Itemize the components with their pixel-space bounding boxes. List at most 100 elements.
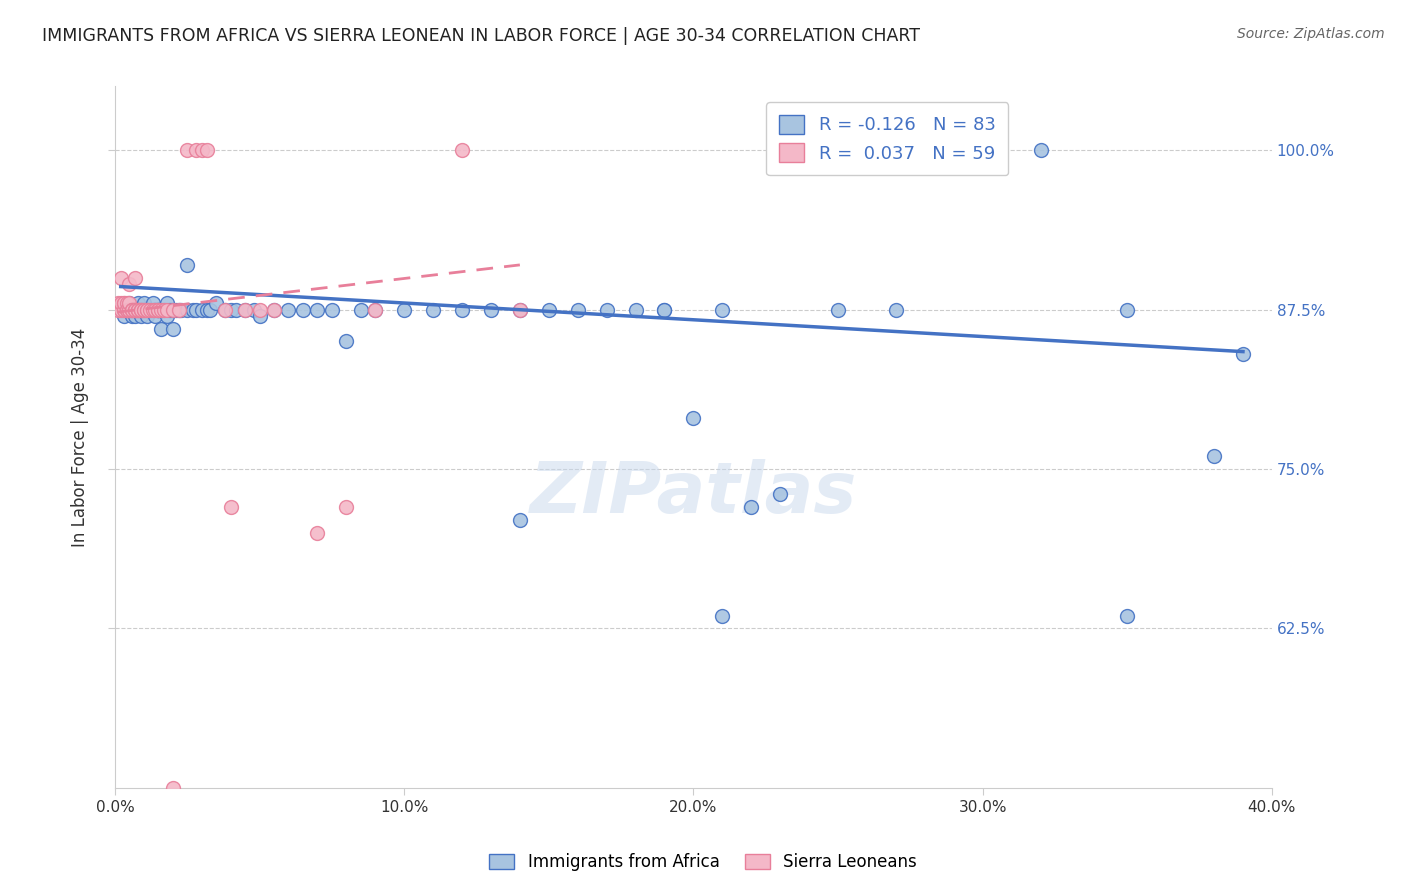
Point (200, 302, 222, 317)
Point (162, 302, 184, 317)
Point (141, 296, 163, 310)
Point (124, 302, 146, 317)
Point (115, 296, 138, 310)
Point (392, 302, 415, 317)
Point (110, 296, 132, 310)
Point (162, 780, 184, 795)
Point (107, 302, 129, 317)
Point (321, 302, 343, 317)
Point (129, 302, 152, 317)
Point (132, 302, 155, 317)
Point (350, 302, 373, 317)
Point (167, 302, 190, 317)
Point (307, 525, 329, 540)
Point (197, 302, 219, 317)
Point (184, 143, 207, 157)
Point (110, 270, 132, 285)
Point (145, 309, 167, 323)
Point (624, 302, 647, 317)
Point (176, 258, 198, 272)
Point (118, 277, 141, 291)
Legend: R = -0.126   N = 83, R =  0.037   N = 59: R = -0.126 N = 83, R = 0.037 N = 59 (766, 103, 1008, 176)
Point (132, 296, 155, 310)
Point (277, 302, 299, 317)
Point (135, 309, 157, 323)
Point (129, 302, 152, 317)
Point (115, 302, 138, 317)
Point (148, 302, 170, 317)
Point (141, 302, 163, 317)
Point (112, 302, 135, 317)
Point (138, 302, 160, 317)
Point (176, 302, 198, 317)
Point (124, 302, 146, 317)
Point (124, 270, 146, 285)
Point (190, 143, 212, 157)
Point (479, 302, 502, 317)
Point (115, 302, 138, 317)
Point (181, 302, 204, 317)
Point (124, 302, 146, 317)
Point (162, 321, 184, 335)
Point (595, 302, 617, 317)
Point (335, 334, 357, 349)
Point (153, 302, 176, 317)
Point (138, 302, 160, 317)
Point (129, 302, 152, 317)
Point (654, 302, 676, 317)
Point (1116, 302, 1139, 317)
Point (112, 296, 135, 310)
Point (112, 309, 135, 323)
Point (451, 143, 474, 157)
Point (112, 296, 135, 310)
Point (682, 411, 704, 425)
Point (263, 302, 285, 317)
Point (121, 302, 143, 317)
Point (138, 302, 160, 317)
Point (148, 302, 170, 317)
Point (567, 302, 589, 317)
Point (1232, 347, 1254, 361)
Text: ZIPatlas: ZIPatlas (530, 458, 858, 528)
Point (972, 143, 994, 157)
Point (219, 500, 242, 515)
Point (121, 302, 143, 317)
Point (451, 302, 474, 317)
Text: IMMIGRANTS FROM AFRICA VS SIERRA LEONEAN IN LABOR FORCE | AGE 30-34 CORRELATION : IMMIGRANTS FROM AFRICA VS SIERRA LEONEAN… (42, 27, 920, 45)
Point (654, 302, 676, 317)
Point (827, 302, 849, 317)
Point (335, 500, 357, 515)
Point (1202, 449, 1225, 463)
Point (124, 309, 146, 323)
Point (364, 302, 387, 317)
Point (156, 302, 179, 317)
Point (1116, 608, 1139, 623)
Point (167, 302, 190, 317)
Point (121, 302, 143, 317)
Point (127, 296, 149, 310)
Point (156, 309, 179, 323)
Point (242, 302, 264, 317)
Point (249, 302, 271, 317)
Point (162, 302, 184, 317)
Point (115, 302, 138, 317)
Point (132, 302, 155, 317)
Text: Source: ZipAtlas.com: Source: ZipAtlas.com (1237, 27, 1385, 41)
Point (197, 143, 219, 157)
Point (170, 302, 193, 317)
Point (711, 608, 734, 623)
Point (509, 513, 531, 527)
Point (145, 302, 167, 317)
Point (118, 302, 141, 317)
Y-axis label: In Labor Force | Age 30-34: In Labor Force | Age 30-34 (72, 327, 89, 547)
Point (135, 302, 157, 317)
Point (115, 302, 138, 317)
Point (233, 302, 256, 317)
Point (145, 302, 167, 317)
Point (711, 302, 734, 317)
Point (124, 302, 146, 317)
Point (148, 302, 170, 317)
Point (150, 302, 173, 317)
Point (214, 302, 236, 317)
Point (307, 302, 329, 317)
